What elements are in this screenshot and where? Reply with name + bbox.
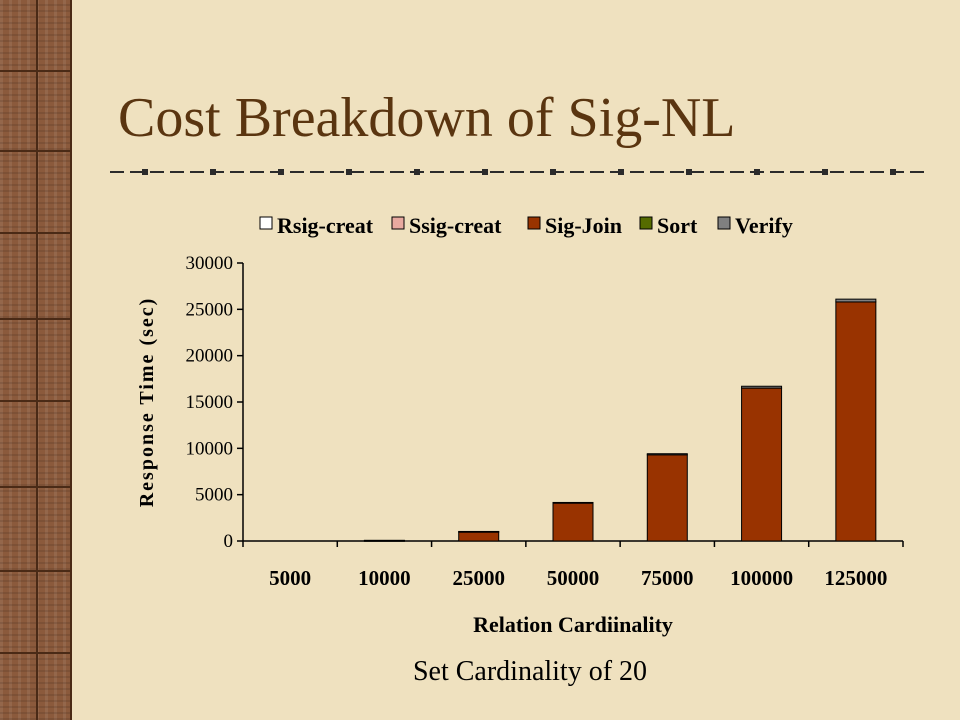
x-axis-label: Relation Cardiinality [473, 612, 673, 637]
x-tick-label: 125000 [824, 566, 887, 590]
y-tick-label: 30000 [186, 253, 234, 274]
decorative-wood-strip [0, 0, 72, 720]
bar-verify-75000 [646, 453, 688, 456]
title-divider [110, 169, 930, 175]
chart-legend: Rsig-creat Ssig-creat Sig-Join Sort Verify [259, 213, 793, 238]
y-tick-label: 10000 [186, 438, 234, 459]
y-tick-label: 15000 [186, 392, 234, 413]
legend-label: Ssig-creat [409, 213, 502, 238]
legend-swatch-rsig-creat [259, 216, 273, 230]
legend-label: Sort [657, 213, 698, 238]
y-axis-label: Response Time (sec) [136, 297, 158, 508]
bar-verify-125000 [835, 298, 877, 303]
bars-group [363, 298, 877, 542]
bar-sig-join-75000 [646, 454, 688, 542]
bar-verify-100000 [741, 385, 783, 389]
slide-caption: Set Cardinality of 20 [412, 656, 648, 687]
bar-sig-join-25000 [458, 531, 500, 542]
legend-swatch-sig-join [527, 216, 541, 230]
x-tick-label: 100000 [730, 566, 793, 590]
y-tick-label: 25000 [186, 299, 234, 320]
legend-swatch-sort [639, 216, 653, 230]
legend-label: Sig-Join [545, 213, 622, 238]
x-tick-label: 50000 [547, 566, 600, 590]
bar-verify-10000 [363, 539, 405, 542]
bar-verify-25000 [458, 530, 500, 533]
bar-verify-50000 [552, 501, 594, 504]
slide-title: Cost Breakdown of Sig-NL [118, 87, 736, 149]
x-tick-label: 10000 [358, 566, 411, 590]
bar-sig-join-50000 [552, 502, 594, 542]
legend-swatch-ssig-creat [391, 216, 405, 230]
y-axis: 0 5000 10000 15000 20000 25000 30000 [186, 253, 244, 552]
x-tick-label: 5000 [269, 566, 311, 590]
legend-swatch-verify [717, 216, 731, 230]
x-tick-label: 25000 [452, 566, 505, 590]
legend-label: Rsig-creat [277, 213, 374, 238]
y-tick-label: 5000 [195, 485, 233, 506]
bar-sig-join-100000 [741, 387, 783, 542]
x-tick-label: 75000 [641, 566, 694, 590]
legend-label: Verify [735, 213, 793, 238]
bar-sig-join-125000 [835, 301, 877, 542]
x-axis: 5000 10000 25000 50000 75000 100000 125000 [242, 540, 904, 590]
y-tick-label: 20000 [186, 346, 234, 367]
y-tick-label: 0 [224, 531, 234, 552]
